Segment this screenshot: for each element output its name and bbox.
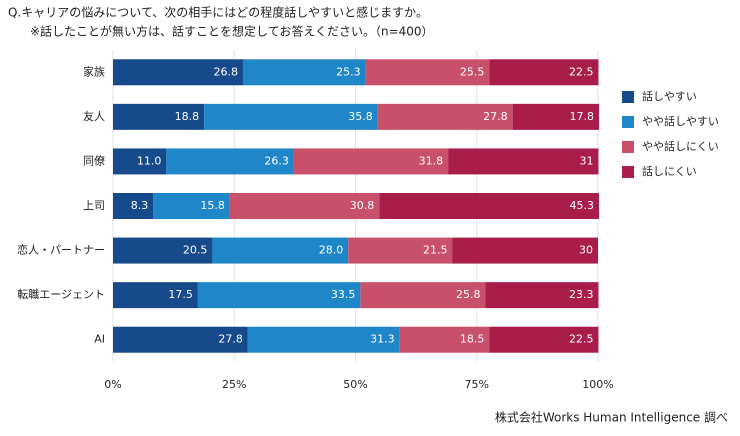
data-label: 27.8	[218, 333, 243, 346]
data-label: 23.3	[569, 288, 594, 301]
data-label: 11.0	[137, 154, 162, 167]
data-label: 22.5	[569, 65, 594, 78]
bar-segment	[242, 59, 366, 86]
data-label: 20.5	[183, 244, 208, 257]
legend-swatch	[622, 116, 634, 128]
legend-label: やや話しにくい	[642, 139, 719, 153]
bar-segment	[113, 59, 243, 86]
bar-segment	[452, 237, 598, 264]
data-label: 30.8	[350, 199, 375, 212]
bar-segment	[197, 282, 361, 309]
data-label: 31	[579, 154, 593, 167]
data-label: 30	[579, 244, 593, 257]
bar-segment	[489, 59, 599, 86]
x-tick-label: 75%	[465, 378, 489, 391]
legend-swatch	[622, 141, 634, 153]
data-label: 25.5	[460, 65, 485, 78]
data-label: 18.5	[460, 333, 485, 346]
legend-label: 話しにくい	[642, 164, 697, 178]
data-label: 28.0	[319, 244, 344, 257]
legend-swatch	[622, 166, 634, 178]
chart-subtitle: ※話したことが無い方は、話すことを想定してお答えください。（n=400）	[30, 24, 434, 39]
bar-segment	[360, 282, 486, 309]
y-tick-label: AI	[94, 333, 105, 346]
data-label: 17.8	[569, 110, 594, 123]
bar-segment	[377, 103, 513, 130]
y-tick-label: 同僚	[83, 154, 105, 167]
y-tick-label: 家族	[83, 64, 105, 78]
bar-segment	[113, 237, 213, 264]
bar-segment	[166, 148, 294, 175]
y-tick-label: 恋人・パートナー	[17, 243, 105, 257]
bar-segment	[293, 148, 449, 175]
y-tick-label: 上司	[83, 199, 105, 212]
bar-segment	[113, 148, 167, 175]
bar-segment	[399, 326, 490, 353]
data-label: 35.8	[348, 110, 373, 123]
data-label: 26.3	[264, 154, 289, 167]
legend-swatch	[622, 91, 634, 103]
bar-segment	[485, 282, 599, 309]
legend-label: やや話しやすい	[642, 114, 719, 128]
data-label: 18.8	[175, 110, 200, 123]
data-label: 33.5	[331, 288, 356, 301]
bar-segment	[153, 193, 230, 219]
data-label: 45.3	[569, 199, 594, 212]
bar-segment	[348, 237, 453, 264]
bar-segment	[489, 326, 599, 353]
bar-segment	[229, 193, 380, 219]
data-label: 31.8	[419, 154, 444, 167]
bar-segment	[379, 193, 599, 219]
data-label: 31.3	[370, 333, 395, 346]
chart-title: Q.キャリアの悩みについて、次の相手にはどの程度話しやすいと感じますか。	[8, 5, 428, 20]
x-tick-label: 0%	[104, 378, 121, 391]
data-label: 15.8	[200, 199, 225, 212]
data-label: 25.8	[456, 288, 481, 301]
bar-segment	[448, 148, 599, 175]
data-label: 21.5	[423, 244, 448, 257]
source: 株式会社Works Human Intelligence 調べ	[495, 410, 728, 425]
bar-segment	[113, 103, 205, 130]
legend-label: 話しやすい	[642, 89, 697, 103]
data-label: 26.8	[213, 65, 238, 78]
x-tick-label: 50%	[343, 378, 367, 391]
x-tick-label: 25%	[222, 378, 246, 391]
y-tick-label: 転職エージェント	[17, 288, 105, 301]
bar-segment	[113, 282, 198, 309]
bar-segment	[113, 326, 248, 353]
data-label: 25.3	[336, 65, 361, 78]
bar-segment	[113, 193, 154, 219]
y-tick-label: 友人	[83, 109, 105, 123]
data-label: 17.5	[168, 288, 193, 301]
bar-segment	[365, 59, 490, 86]
bar-segment	[204, 103, 378, 130]
bar-segment	[247, 326, 400, 353]
bar-segment	[212, 237, 349, 264]
data-label: 27.8	[483, 110, 508, 123]
data-label: 22.5	[569, 333, 594, 346]
bar-segment	[512, 103, 599, 130]
data-label: 8.3	[131, 199, 149, 212]
x-tick-label: 100%	[582, 378, 613, 391]
